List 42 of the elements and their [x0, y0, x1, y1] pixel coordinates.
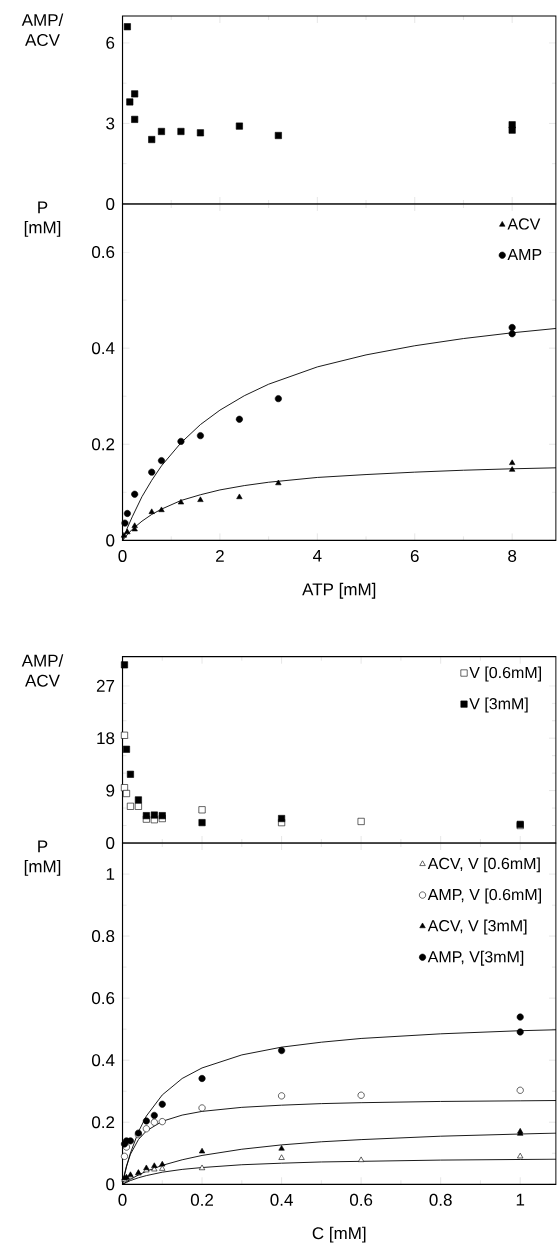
x-tick-label: 1: [516, 1193, 525, 1206]
x-axis-title: ATP [mM]: [302, 582, 376, 599]
y-tick-label: 0.8: [92, 930, 115, 943]
legend-label: AMP, V[3mM]: [427, 950, 524, 966]
y-tick-label: 0: [106, 534, 115, 547]
x-tick-label: 0: [118, 549, 127, 562]
y-tick-label: 6: [106, 36, 115, 49]
legend-label: AMP: [507, 248, 542, 260]
x-tick-label: 4: [313, 549, 322, 562]
legend-label: V [0.6mM]: [469, 666, 542, 682]
y-tick-label: 0.2: [92, 438, 115, 451]
x-tick-label: 0.2: [191, 1193, 214, 1206]
legend-label: V [3mM]: [469, 697, 528, 713]
x-tick-label: 6: [411, 549, 419, 562]
y-tick-label: 1: [107, 868, 115, 880]
y-tick-label: 3: [106, 117, 115, 130]
y-tick-label: 0.6: [92, 992, 115, 1005]
legend-label: ACV, V [0.6mM]: [427, 857, 540, 873]
y-axis-title: P [mM]: [25, 201, 61, 237]
y-tick-label: 0.6: [92, 246, 115, 259]
legend-label: ACV, V [3mM]: [427, 919, 527, 935]
y-tick-label: 0: [106, 1178, 115, 1191]
x-tick-label: 8: [508, 549, 517, 562]
x-tick-label: 0: [118, 1193, 127, 1206]
y-tick-label: 0.2: [92, 1116, 115, 1129]
x-tick-label: 0.4: [270, 1193, 294, 1206]
y-tick-label: 0: [106, 197, 115, 211]
y-tick-label: 0.4: [92, 1054, 115, 1067]
y-axis-title: AMP/ ACV: [21, 654, 64, 687]
y-axis-title: AMP/ ACV: [21, 13, 64, 47]
x-tick-label: 0.6: [350, 1193, 373, 1206]
y-tick-label: 0: [106, 836, 115, 850]
y-tick-label: 9: [106, 784, 115, 797]
x-tick-label: 2: [216, 549, 224, 562]
y-tick-label: 18: [97, 732, 115, 745]
legend-label: AMP, V [0.6mM]: [427, 888, 542, 904]
y-axis-title: P [mM]: [25, 840, 61, 876]
legend-label: ACV: [507, 218, 541, 230]
y-tick-label: 0.4: [92, 342, 115, 355]
x-axis-title: C [mM]: [312, 1226, 366, 1243]
x-tick-label: 0.8: [429, 1193, 452, 1206]
y-tick-label: 27: [97, 679, 115, 692]
